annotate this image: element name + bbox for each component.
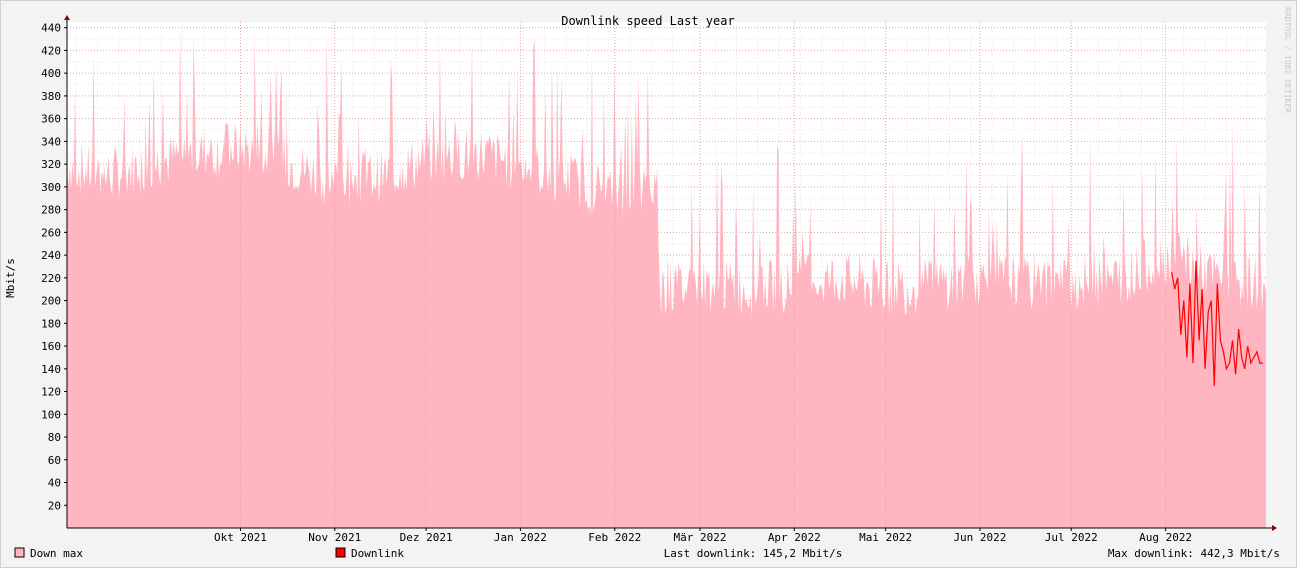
y-tick-label: 160 [41,340,61,353]
x-tick-label: Jul 2022 [1045,531,1098,544]
y-tick-label: 340 [41,135,61,148]
chart-title: Downlink speed Last year [561,14,734,28]
x-tick-label: Feb 2022 [588,531,641,544]
down-max-area [67,27,1266,528]
legend-label: Downlink [351,547,404,560]
y-tick-label: 120 [41,386,61,399]
y-tick-label: 280 [41,204,61,217]
y-tick-label: 80 [48,431,61,444]
x-tick-label: Apr 2022 [768,531,821,544]
x-tick-label: Nov 2021 [308,531,361,544]
y-axis-label: Mbit/s [4,258,17,298]
y-tick-label: 20 [48,499,61,512]
legend-swatch [14,547,25,558]
y-tick-label: 40 [48,477,61,490]
x-tick-label: Mai 2022 [859,531,912,544]
max-downlink-annotation: Max downlink: 442,3 Mbit/s [1108,547,1280,560]
y-tick-label: 260 [41,226,61,239]
y-tick-label: 200 [41,295,61,308]
y-tick-label: 60 [48,454,61,467]
y-tick-label: 320 [41,158,61,171]
y-tick-label: 180 [41,317,61,330]
x-tick-label: Mär 2022 [673,531,726,544]
legend-swatch [335,547,346,558]
watermark: RRDTOOL / TOBI OETIKER [1283,7,1292,113]
y-tick-label: 300 [41,181,61,194]
y-tick-label: 400 [41,67,61,80]
x-tick-label: Okt 2021 [214,531,267,544]
y-tick-label: 420 [41,44,61,57]
y-tick-label: 220 [41,272,61,285]
x-tick-label: Aug 2022 [1139,531,1192,544]
downlink-line [1171,260,1263,386]
x-tick-label: Jun 2022 [953,531,1006,544]
last-downlink-annotation: Last downlink: 145,2 Mbit/s [664,547,843,560]
y-tick-label: 440 [41,22,61,35]
x-tick-label: Dez 2021 [400,531,453,544]
y-tick-label: 380 [41,90,61,103]
legend-label: Down max [30,547,83,560]
y-axis-arrow [64,15,70,20]
x-tick-label: Jan 2022 [494,531,547,544]
x-axis-arrow [1272,525,1277,531]
y-tick-label: 360 [41,113,61,126]
y-tick-label: 100 [41,408,61,421]
y-tick-label: 240 [41,249,61,262]
y-tick-label: 140 [41,363,61,376]
